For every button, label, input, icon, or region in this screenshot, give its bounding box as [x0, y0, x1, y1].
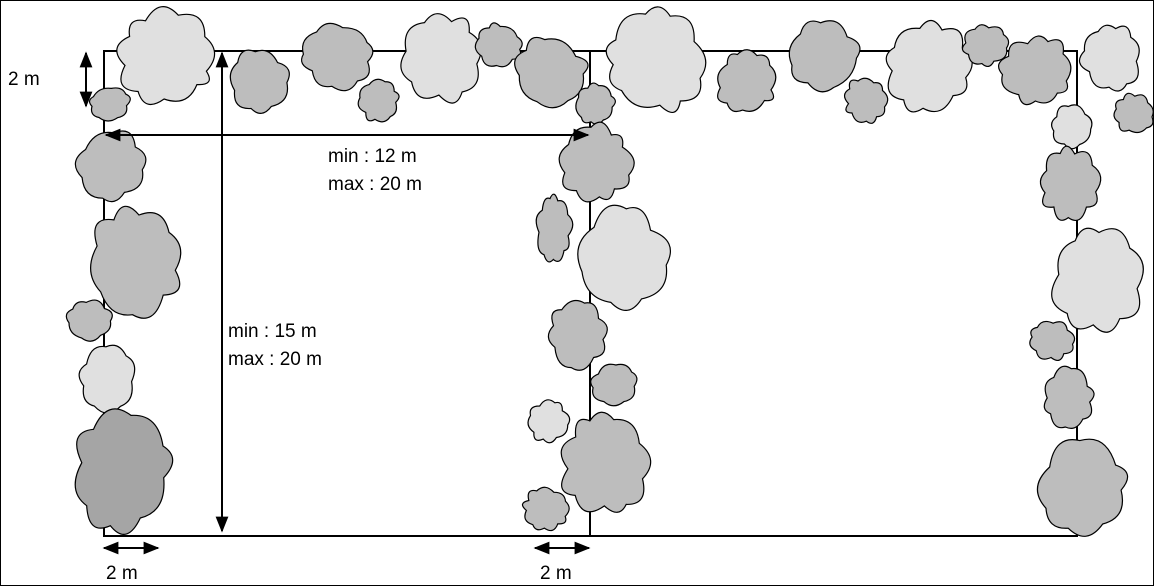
shrub-icon [1036, 438, 1129, 537]
shrub-icon [521, 486, 570, 532]
shrub-icon [997, 35, 1072, 106]
shrub-icon [843, 77, 889, 124]
shrub-icon [560, 411, 652, 513]
shrub-icon [885, 19, 973, 113]
shrub-icon [514, 36, 589, 109]
dimension-arrows [79, 51, 591, 555]
plot-right [589, 50, 1078, 537]
shrub-icon [78, 344, 136, 414]
shrub-icon [1050, 104, 1093, 150]
shrub-icon [961, 24, 1010, 68]
shrub-icon [590, 363, 638, 407]
shrub-icon [300, 22, 374, 92]
shrub-icon [90, 205, 182, 319]
shrub-icon [547, 299, 608, 371]
shrub-icon [575, 82, 616, 125]
shrub-icon [577, 204, 671, 311]
label-length-max: max : 20 m [228, 349, 322, 370]
shrub-icon [116, 6, 216, 106]
shrub-icon [229, 49, 290, 114]
shrub-icon [74, 408, 174, 535]
shrub-icon [1043, 365, 1095, 429]
shrub-icon [1039, 145, 1102, 221]
shrub-icon [357, 78, 400, 123]
shrub-icon [474, 22, 523, 68]
shrub-icon [1078, 24, 1140, 92]
shrub-icon [65, 299, 113, 342]
label-width-max: max : 20 m [328, 174, 422, 195]
shrub-icon [535, 193, 574, 263]
label-hedge-depth-bottom-middle: 2 m [540, 563, 572, 584]
label-width-min: min : 12 m [328, 146, 417, 167]
shrub-icon [788, 20, 861, 93]
shrub-icon [717, 49, 777, 113]
shrub-icon [88, 87, 131, 122]
shrub-icon [558, 121, 635, 203]
shrub-icon [605, 6, 707, 113]
shrub-icon [74, 130, 147, 203]
shrub-icon [1051, 227, 1144, 333]
plot-left [103, 50, 591, 537]
shrub-group [65, 6, 1154, 537]
shrub-icon [527, 399, 571, 444]
label-hedge-depth-top: 2 m [8, 69, 40, 90]
shrub-icon [1029, 320, 1076, 362]
label-length-min: min : 15 m [228, 321, 317, 342]
label-hedge-depth-bottom-left: 2 m [106, 563, 138, 584]
shrub-icon [1113, 92, 1154, 134]
shrub-icon [400, 13, 482, 104]
